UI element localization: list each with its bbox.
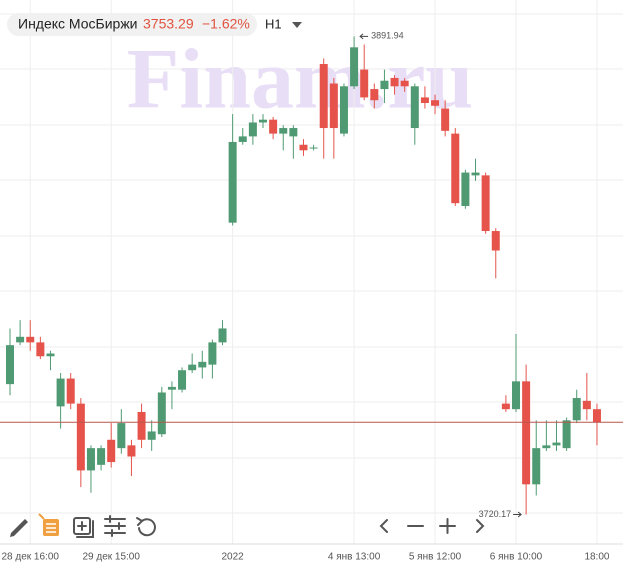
candle-body xyxy=(360,69,369,98)
candle-body xyxy=(157,392,166,435)
annotation-arrow xyxy=(513,511,522,518)
candle-body xyxy=(552,442,561,446)
candle-body xyxy=(117,423,126,449)
candle-body xyxy=(461,172,470,206)
instrument-name: Индекс МосБиржи xyxy=(18,16,138,32)
candle-body xyxy=(501,403,510,410)
add-indicator[interactable] xyxy=(73,517,94,538)
min-annotation: 3720.17 xyxy=(479,509,512,519)
candle-body xyxy=(178,370,187,390)
candle-body xyxy=(167,386,176,390)
candle-body xyxy=(127,445,136,457)
candle-body xyxy=(228,141,237,223)
candle-body xyxy=(410,86,419,129)
x-axis: 28 дек 16:00 29 дек 15:00 2022 4 янв 13:00 5… xyxy=(1,552,609,563)
candle-body xyxy=(299,144,308,151)
max-annotation: 3891.94 xyxy=(371,31,404,41)
header-pill xyxy=(7,13,257,36)
plot: 3891.94 3720.17 xyxy=(0,0,623,544)
candle-body xyxy=(471,172,480,176)
candle-body xyxy=(66,378,75,404)
candle-body xyxy=(542,445,551,449)
candle-body xyxy=(339,86,348,134)
candle-body xyxy=(147,431,156,440)
candle-body xyxy=(350,47,359,87)
interval-dropdown[interactable] xyxy=(292,22,302,28)
x-tick-label: 2022 xyxy=(222,552,245,563)
scroll-left[interactable] xyxy=(379,519,388,533)
candle-body xyxy=(248,122,257,137)
candle-body xyxy=(592,409,601,423)
candle-body xyxy=(329,83,338,129)
x-tick-label: 18:00 xyxy=(584,552,609,563)
pencil-tool[interactable] xyxy=(10,519,28,537)
scroll-right[interactable] xyxy=(476,519,485,533)
price-change: −1.62% xyxy=(202,16,250,32)
candle-body xyxy=(86,448,95,471)
candle-body xyxy=(572,398,581,421)
candle-body xyxy=(420,97,429,103)
interval[interactable]: H1 xyxy=(265,16,282,31)
candle-body xyxy=(522,381,531,485)
notes-tool[interactable] xyxy=(38,513,59,536)
candle-body xyxy=(16,336,25,343)
candle-body xyxy=(269,119,278,134)
candle-body xyxy=(46,353,55,357)
candle-body xyxy=(218,328,227,343)
candle-body xyxy=(107,439,116,463)
last-price: 3753.29 xyxy=(143,16,194,32)
x-tick-label: 4 янв 13:00 xyxy=(328,552,381,563)
x-tick-label: 28 дек 16:00 xyxy=(1,552,59,563)
candle-body xyxy=(137,411,146,440)
candle-body xyxy=(279,128,288,134)
candle-body xyxy=(76,403,85,471)
candle-body xyxy=(431,100,440,106)
reset[interactable] xyxy=(136,517,156,537)
candle-body xyxy=(208,342,217,365)
candle-body xyxy=(562,420,571,449)
toolbar xyxy=(10,513,485,538)
candle-body xyxy=(532,448,541,485)
candle-body xyxy=(259,119,267,123)
annotation-arrow xyxy=(359,33,369,40)
x-tick-label: 5 янв 12:00 xyxy=(409,552,462,563)
watermark: Finam.ru xyxy=(127,31,473,127)
candle-body xyxy=(319,64,328,129)
x-tick-label: 6 янв 10:00 xyxy=(490,552,543,563)
candle-body xyxy=(451,133,460,204)
candle-body xyxy=(441,108,450,131)
candle-body xyxy=(56,378,65,407)
x-tick-label: 29 дек 15:00 xyxy=(82,552,140,563)
candle-body xyxy=(390,77,399,87)
candle-body xyxy=(400,80,409,87)
candle-body xyxy=(97,448,106,465)
candle-body xyxy=(26,336,35,343)
zoom-in[interactable] xyxy=(439,518,456,534)
candle-body xyxy=(6,345,14,385)
candle-body xyxy=(198,361,207,368)
candle-body xyxy=(238,136,247,142)
candle-body xyxy=(188,364,197,371)
candle-body xyxy=(289,128,298,137)
candle-body xyxy=(370,89,379,101)
candle-body xyxy=(582,400,591,410)
settings[interactable] xyxy=(104,515,126,537)
candle-body xyxy=(380,80,389,90)
candle-body xyxy=(491,231,500,251)
candle-body xyxy=(481,175,490,232)
candle-body xyxy=(36,342,45,357)
candle-body xyxy=(309,147,318,149)
candle-body xyxy=(512,381,520,410)
